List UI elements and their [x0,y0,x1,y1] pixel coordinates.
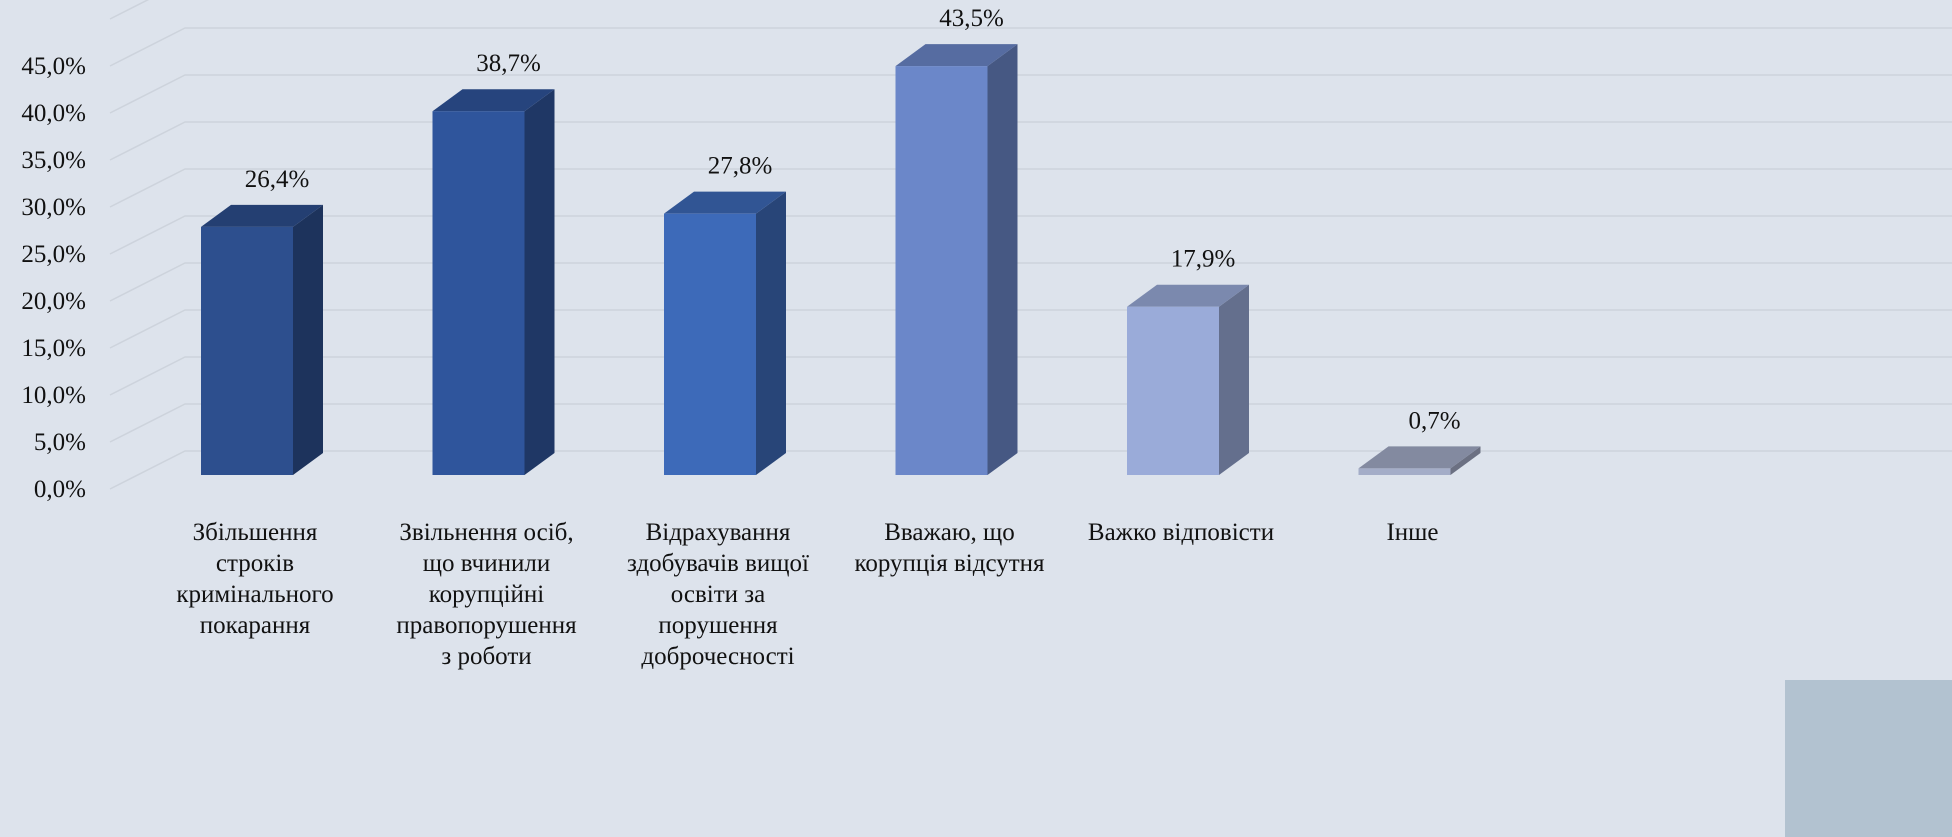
y-tick-label: 0,0% [34,476,86,503]
grid-line [109,403,1952,443]
bar-side [524,89,555,475]
bar-side [1219,284,1249,475]
bar [664,213,756,475]
value-label: 38,7% [476,50,541,77]
y-tick-label: 10,0% [21,382,86,409]
y-tick-label: 25,0% [21,241,86,268]
bar-top [895,44,1018,67]
bar-top [1358,446,1481,469]
bar [432,111,525,475]
grid-line [109,27,1952,67]
value-label: 26,4% [245,166,310,193]
bar [201,226,293,475]
bar-top [201,204,323,227]
y-tick-label: 20,0% [21,288,86,315]
x-tick-label: Інше [1386,519,1438,546]
value-label: 0,7% [1408,407,1460,434]
value-label: 17,9% [1171,246,1236,273]
value-label: 27,8% [708,153,773,180]
grid-line [109,215,1952,255]
x-tick-label: Вважаю, що корупція відсутня [854,519,1045,577]
grid-line [109,356,1952,396]
x-tick-label: Відрахування здобувачів вищої освіти за пор… [627,519,809,670]
grid-line [109,262,1952,302]
y-tick-label: 15,0% [21,335,86,362]
logo-decoration [1785,680,1952,837]
bar [1358,468,1451,475]
x-tick-label: Важко відповісти [1088,519,1274,546]
bar-top [664,191,786,214]
grid-line [109,74,1952,114]
x-tick-label: Звільнення осіб, що вчинили корупційні прав… [396,519,577,670]
bar [1127,306,1219,475]
y-tick-label: 30,0% [21,194,86,221]
grid-line-top [109,0,150,20]
bar-top [1127,284,1249,307]
grid-line [109,121,1952,161]
grid-line [109,309,1952,349]
y-tick-label: 35,0% [21,147,86,174]
bar-side [987,44,1018,475]
y-tick-label: 40,0% [21,100,86,127]
bar-side [756,191,786,475]
y-tick-label: 45,0% [21,53,86,80]
value-label: 43,5% [939,5,1004,32]
bar [895,66,988,475]
bar-side [1450,446,1481,475]
x-tick-label: Збільшення строків кримінального покарання [176,519,333,639]
grid-line [109,168,1952,208]
y-tick-label: 5,0% [34,429,86,456]
grid-line [109,450,1952,490]
bar-side [293,204,323,475]
bar-top [432,89,555,112]
